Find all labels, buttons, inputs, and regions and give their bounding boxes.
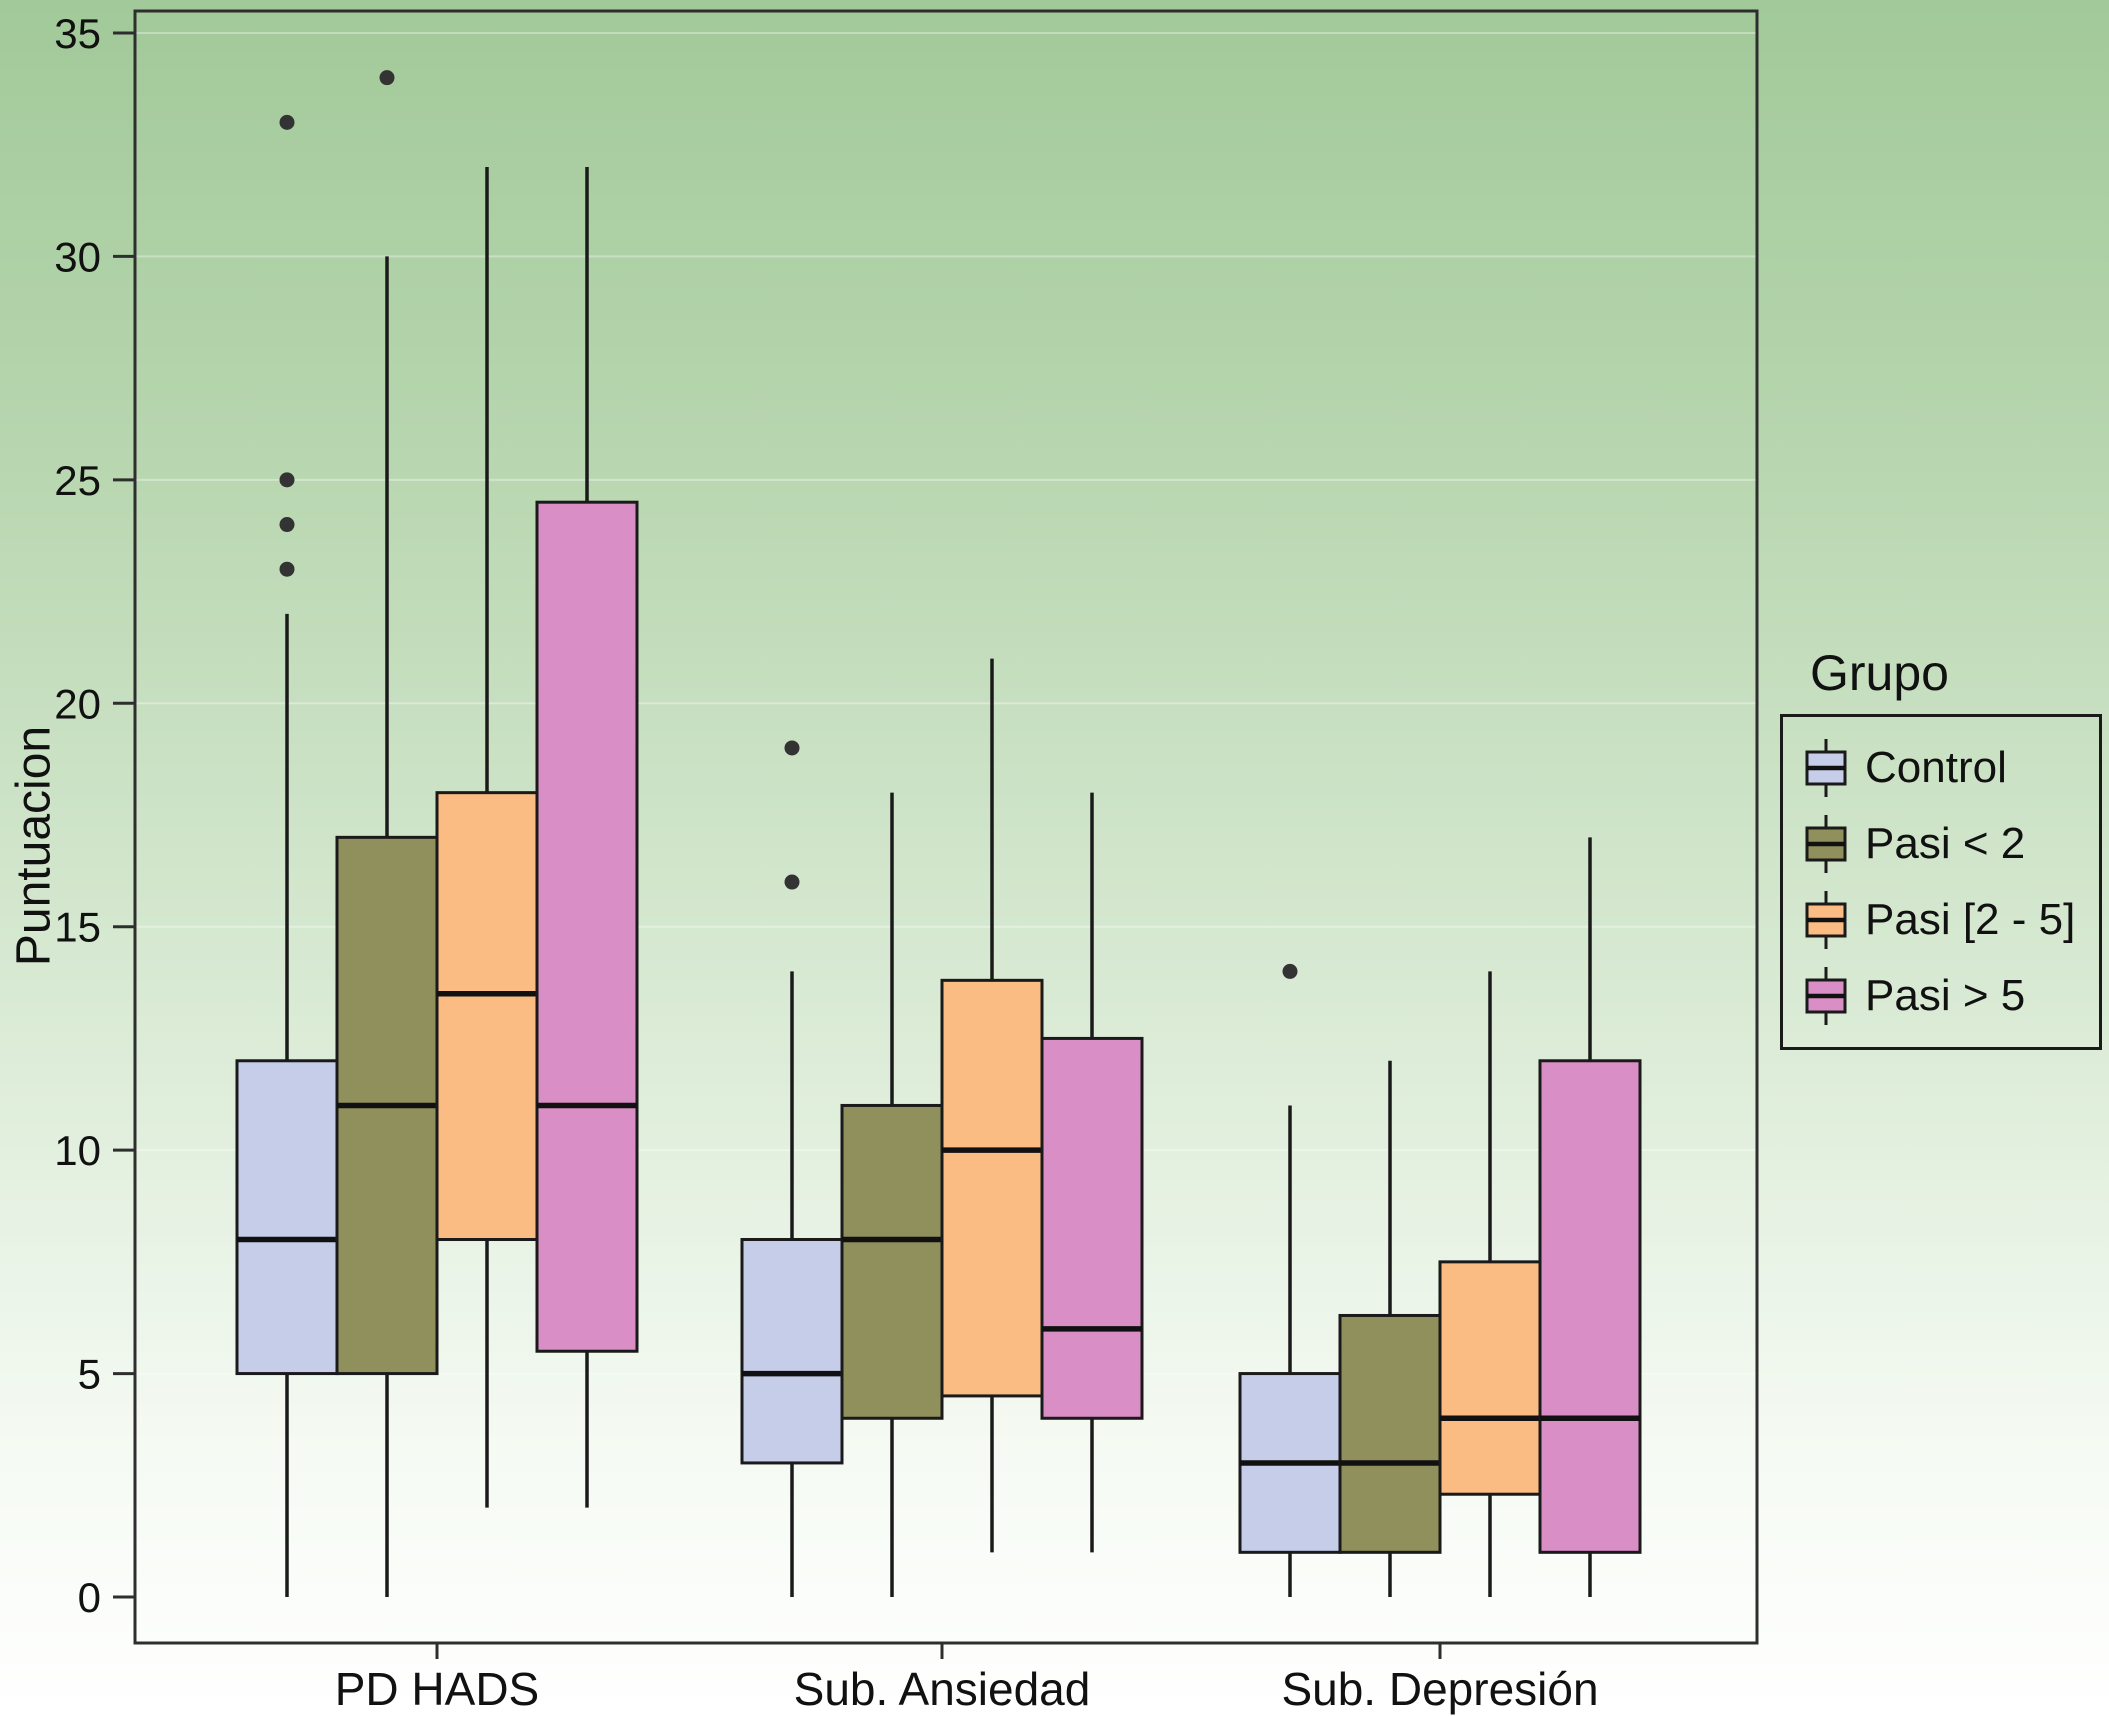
y-tick-label: 15 — [54, 904, 101, 951]
box — [840, 1103, 944, 1420]
y-tick-label: 5 — [78, 1351, 101, 1398]
legend-item: Pasi < 2 — [1803, 815, 2079, 873]
legend-item: Pasi > 5 — [1803, 967, 2079, 1025]
x-category-label: PD HADS — [335, 1663, 539, 1715]
y-tick-label: 25 — [54, 457, 101, 504]
y-tick-label: 35 — [54, 10, 101, 57]
legend: Grupo Control Pasi < 2 Pasi [2 - 5] Pasi > … — [1780, 644, 2102, 1050]
y-tick-label: 10 — [54, 1127, 101, 1174]
y-tick-label: 30 — [54, 233, 101, 280]
legend-item-label: Pasi > 5 — [1865, 971, 2026, 1020]
outlier-point — [784, 740, 800, 756]
y-axis-title: Puntuacion — [7, 725, 61, 967]
box — [535, 500, 639, 1353]
y-tick-label: 20 — [54, 680, 101, 727]
boxplot-swatch-icon — [1805, 891, 1847, 949]
outlier-point — [379, 70, 395, 86]
box — [435, 791, 539, 1242]
box — [1040, 1036, 1144, 1420]
y-tick-label: 0 — [78, 1574, 101, 1621]
legend-box: Control Pasi < 2 Pasi [2 - 5] Pasi > 5 — [1780, 714, 2102, 1050]
box — [740, 1238, 844, 1465]
outlier-point — [1282, 963, 1298, 979]
legend-item-label: Control — [1865, 743, 2007, 792]
box — [1538, 1059, 1642, 1554]
legend-item-label: Pasi < 2 — [1865, 819, 2026, 868]
boxplot-swatch-icon — [1805, 739, 1847, 797]
box — [1338, 1313, 1442, 1554]
legend-item: Pasi [2 - 5] — [1803, 891, 2079, 949]
outlier-point — [279, 517, 295, 533]
box — [940, 978, 1044, 1398]
outlier-point — [279, 561, 295, 577]
box — [235, 1059, 339, 1376]
outlier-point — [784, 874, 800, 890]
legend-item-label: Pasi [2 - 5] — [1865, 895, 2076, 944]
outlier-point — [279, 114, 295, 130]
boxplot-swatch-icon — [1805, 815, 1847, 873]
legend-item: Control — [1803, 739, 2079, 797]
outlier-point — [279, 472, 295, 488]
box — [1438, 1260, 1542, 1496]
boxplot-swatch-icon — [1805, 967, 1847, 1025]
legend-title: Grupo — [1810, 645, 1949, 701]
x-category-label: Sub. Depresión — [1281, 1663, 1598, 1715]
x-category-label: Sub. Ansiedad — [794, 1663, 1091, 1715]
plot-panel-border — [133, 9, 1759, 1645]
